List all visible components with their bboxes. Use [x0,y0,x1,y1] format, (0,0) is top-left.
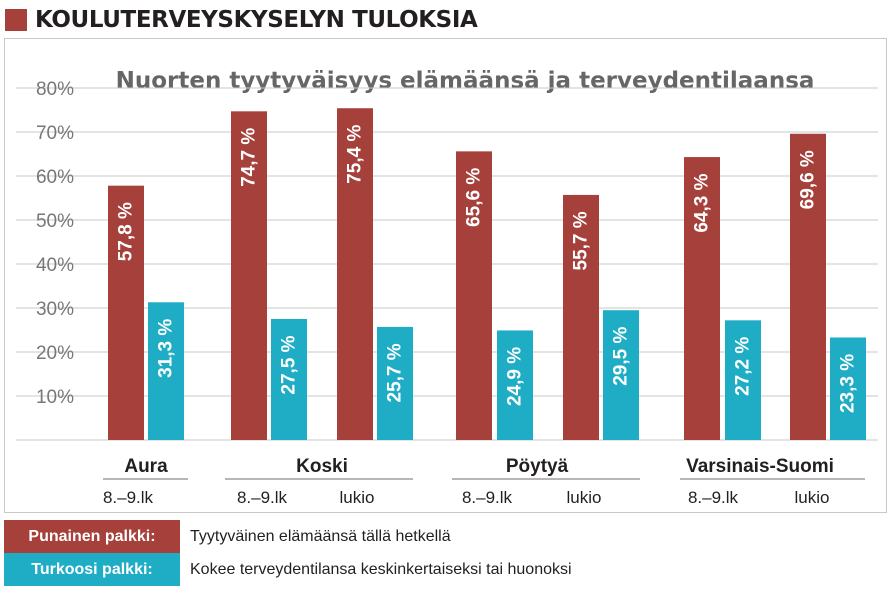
chart-title: Nuorten tyytyväisyys elämäänsä ja tervey… [116,68,815,94]
red-bar [684,157,720,440]
y-tick-label: 70% [36,123,74,144]
group-label: Koski [296,456,348,477]
subcategory-label: lukio [340,488,375,507]
red-bar [108,185,144,440]
red-value-label: 69,6 % [798,150,819,209]
header: KOULUTERVEYSKYSELYN TULOKSIA [5,5,478,35]
teal-bar [377,326,413,440]
y-tick-label: 80% [36,79,74,100]
red-value-label: 74,7 % [239,128,260,187]
teal-value-label: 27,2 % [733,337,754,396]
teal-value-label: 25,7 % [385,343,406,402]
red-bar [337,108,373,441]
subcategory-label: lukio [795,488,830,507]
red-value-label: 75,4 % [345,125,366,184]
y-tick-label: 10% [36,387,74,408]
y-tick-label: 20% [36,343,74,364]
teal-value-label: 24,9 % [505,347,526,406]
teal-bar [148,302,184,440]
header-title: KOULUTERVEYSKYSELYN TULOKSIA [35,7,478,33]
teal-bar [830,337,866,440]
chart-frame [4,38,887,513]
legend-swatch-red: Punainen palkki: [4,520,180,553]
subcategory-label: lukio [567,488,602,507]
red-bar [563,194,599,440]
red-value-label: 57,8 % [116,202,137,261]
legend-text-teal: Kokee terveydentilansa keskinkertaiseksi… [190,560,572,578]
teal-bar [725,320,761,440]
subcategory-label: 8.–9.lk [688,488,739,507]
legend-row-red: Punainen palkki: Tyytyväinen elämäänsä t… [4,520,451,553]
header-square [5,9,27,31]
teal-bar [603,310,639,440]
y-tick-label: 30% [36,299,74,320]
subcategory-label: 8.–9.lk [462,488,513,507]
teal-value-label: 29,5 % [611,327,632,386]
y-tick-label: 60% [36,167,74,188]
red-value-label: 55,7 % [571,211,592,270]
red-bar [790,133,826,440]
red-value-label: 64,3 % [692,173,713,232]
red-bar [231,111,267,440]
group-label: Varsinais-Suomi [686,456,834,477]
red-bar [456,151,492,441]
teal-bar [271,319,307,440]
red-value-label: 65,6 % [464,168,485,227]
teal-bar [497,330,533,440]
y-tick-label: 40% [36,255,74,276]
legend-row-teal: Turkoosi palkki: Kokee terveydentilansa … [4,553,572,586]
teal-value-label: 23,3 % [838,354,859,413]
legend-swatch-teal: Turkoosi palkki: [4,553,180,586]
subcategory-label: 8.–9.lk [237,488,288,507]
teal-value-label: 31,3 % [156,319,177,378]
y-tick-label: 50% [36,211,74,232]
teal-value-label: 27,5 % [279,335,300,394]
legend-text-red: Tyytyväinen elämäänsä tällä hetkellä [190,527,451,545]
group-label: Aura [124,456,168,477]
subcategory-label: 8.–9.lk [103,488,154,507]
group-label: Pöytyä [506,456,569,477]
